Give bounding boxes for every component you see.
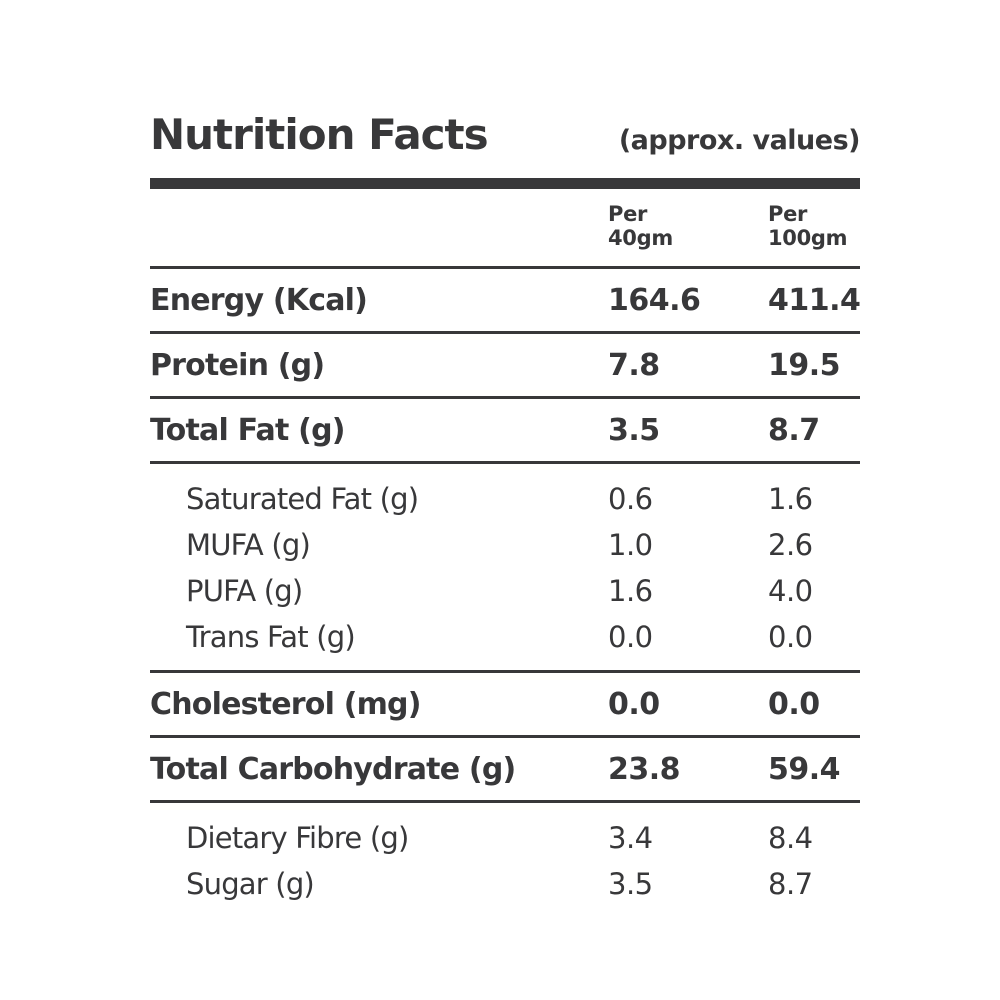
row-label: PUFA (g) xyxy=(186,574,303,609)
row-value-per40: 164.6 xyxy=(608,282,701,318)
row-label: Cholesterol (mg) xyxy=(150,686,421,722)
approx-values-note: (approx. values) xyxy=(618,125,861,157)
row-value-per40: 7.8 xyxy=(608,347,660,383)
row-value-per100: 8.4 xyxy=(768,821,813,856)
row-value-per100: 0.0 xyxy=(768,686,820,722)
column-header-line2: 40gm xyxy=(608,225,673,250)
row-divider xyxy=(150,735,860,739)
row-divider xyxy=(150,800,860,804)
column-header-line1: Per xyxy=(768,202,808,227)
row-divider xyxy=(150,266,860,270)
table-row-dietary-fibre: Dietary Fibre (g) 3.4 8.4 xyxy=(150,815,860,861)
page-title: Nutrition Facts xyxy=(150,110,489,159)
row-label: Protein (g) xyxy=(150,347,325,383)
column-header-line1: Per xyxy=(608,202,648,227)
table-row-pufa: PUFA (g) 1.6 4.0 xyxy=(150,568,860,614)
row-value-per40: 3.5 xyxy=(608,412,660,448)
table-row-mufa: MUFA (g) 1.0 2.6 xyxy=(150,522,860,568)
table-row-saturated-fat: Saturated Fat (g) 0.6 1.6 xyxy=(150,476,860,522)
column-header-row: Per 40gm Per 100gm xyxy=(150,189,860,266)
table-row-total-fat: Total Fat (g) 3.5 8.7 xyxy=(150,399,860,461)
row-divider xyxy=(150,331,860,335)
row-value-per100: 59.4 xyxy=(768,751,841,787)
row-label: MUFA (g) xyxy=(186,528,311,563)
row-value-per40: 23.8 xyxy=(608,751,681,787)
row-label: Energy (Kcal) xyxy=(150,282,368,318)
row-value-per40: 0.0 xyxy=(608,620,653,655)
row-value-per100: 2.6 xyxy=(768,528,813,563)
column-header-line2: 100gm xyxy=(768,225,848,250)
row-value-per40: 3.4 xyxy=(608,821,653,856)
label-header: Nutrition Facts (approx. values) xyxy=(150,110,861,159)
row-value-per100: 411.4 xyxy=(768,282,861,318)
row-value-per100: 0.0 xyxy=(768,620,813,655)
row-value-per40: 1.6 xyxy=(608,574,653,609)
column-header-per-40gm: Per 40gm xyxy=(608,203,768,250)
row-value-per100: 1.6 xyxy=(768,482,813,517)
title-divider xyxy=(150,178,860,190)
row-value-per100: 8.7 xyxy=(768,412,820,448)
fat-subrows-group: Saturated Fat (g) 0.6 1.6 MUFA (g) 1.0 2… xyxy=(150,464,860,670)
row-divider xyxy=(150,461,860,465)
row-value-per40: 3.5 xyxy=(608,867,653,902)
row-label: Total Carbohydrate (g) xyxy=(150,751,516,787)
row-value-per40: 0.0 xyxy=(608,686,660,722)
row-label: Saturated Fat (g) xyxy=(186,482,419,517)
column-header-per-100gm: Per 100gm xyxy=(768,203,860,250)
table-row-energy: Energy (Kcal) 164.6 411.4 xyxy=(150,269,861,331)
table-row-sugar: Sugar (g) 3.5 8.7 xyxy=(150,861,860,907)
row-label: Trans Fat (g) xyxy=(186,620,356,655)
table-row-cholesterol: Cholesterol (mg) 0.0 0.0 xyxy=(150,673,860,735)
row-value-per40: 1.0 xyxy=(608,528,653,563)
row-value-per100: 8.7 xyxy=(768,867,813,902)
row-value-per100: 4.0 xyxy=(768,574,813,609)
table-row-total-carbohydrate: Total Carbohydrate (g) 23.8 59.4 xyxy=(150,738,860,800)
table-row-trans-fat: Trans Fat (g) 0.0 0.0 xyxy=(150,614,860,660)
row-value-per100: 19.5 xyxy=(768,347,841,383)
table-row-protein: Protein (g) 7.8 19.5 xyxy=(150,334,860,396)
row-divider xyxy=(150,396,860,400)
nutrition-facts-label: Nutrition Facts (approx. values) Per 40g… xyxy=(150,110,861,917)
carbohydrate-subrows-group: Dietary Fibre (g) 3.4 8.4 Sugar (g) 3.5 … xyxy=(150,803,860,917)
row-value-per40: 0.6 xyxy=(608,482,653,517)
row-label: Sugar (g) xyxy=(186,867,315,902)
row-divider xyxy=(150,670,860,674)
row-label: Dietary Fibre (g) xyxy=(186,821,409,856)
row-label: Total Fat (g) xyxy=(150,412,345,448)
